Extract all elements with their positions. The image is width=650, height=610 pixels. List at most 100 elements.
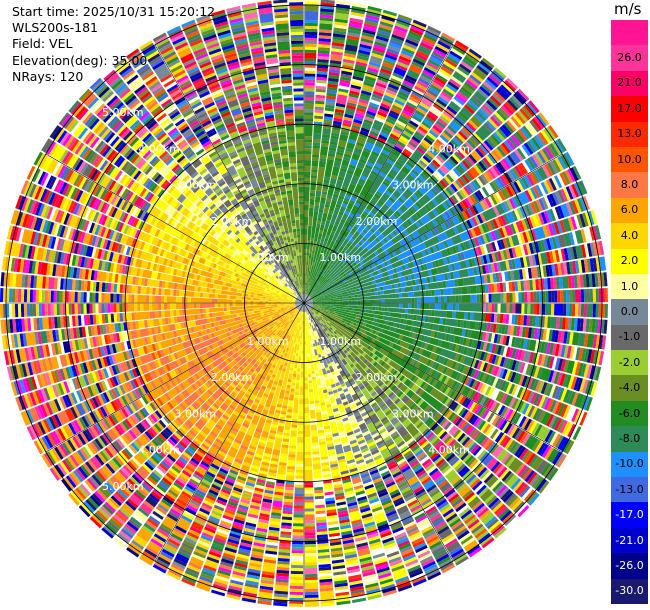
- velocity-gate: [399, 293, 402, 298]
- velocity-gate: [300, 342, 302, 345]
- velocity-gate: [304, 151, 311, 154]
- velocity-gate: [293, 374, 297, 377]
- velocity-gate: [304, 160, 311, 166]
- velocity-gate: [398, 288, 402, 293]
- velocity-gate: [305, 29, 318, 32]
- velocity-gate: [351, 306, 354, 309]
- velocity-gate: [443, 288, 452, 295]
- velocity-gate: [277, 398, 283, 405]
- velocity-gate: [402, 292, 408, 297]
- velocity-gate: [305, 592, 319, 595]
- velocity-gate: [405, 325, 412, 331]
- velocity-gate: [414, 309, 420, 315]
- velocity-gate: [297, 434, 303, 437]
- velocity-gate: [311, 371, 315, 374]
- velocity-gate: [305, 124, 313, 136]
- velocity-gate: [492, 293, 501, 302]
- velocity-gate: [288, 373, 292, 379]
- velocity-gate: [489, 304, 492, 313]
- velocity-gate: [292, 553, 304, 556]
- velocity-gate: [371, 288, 375, 292]
- velocity-gate: [312, 154, 319, 158]
- velocity-gate: [557, 290, 560, 302]
- velocity-gate: [554, 291, 557, 303]
- velocity-gate: [342, 307, 345, 309]
- velocity-gate: [304, 425, 310, 437]
- velocity-gate: [296, 467, 304, 470]
- velocity-gate: [304, 139, 312, 142]
- velocity-gate: [364, 303, 373, 306]
- velocity-gate: [464, 312, 468, 320]
- velocity-gate: [343, 301, 349, 303]
- velocity-gate: [530, 304, 533, 315]
- velocity-gate: [304, 217, 308, 226]
- velocity-gate: [290, 583, 303, 586]
- velocity-gate: [293, 523, 303, 526]
- velocity-gate: [428, 316, 435, 323]
- velocity-gate: [305, 91, 315, 94]
- velocity-gate: [305, 496, 314, 499]
- velocity-gate: [392, 273, 399, 279]
- velocity-gate: [305, 550, 317, 553]
- velocity-gate: [293, 353, 296, 356]
- velocity-gate: [527, 304, 530, 314]
- velocity-gate: [304, 243, 307, 249]
- velocity-gate: [294, 508, 304, 511]
- velocity-gate: [292, 547, 303, 550]
- velocity-gate: [515, 292, 518, 302]
- velocity-gate: [296, 374, 300, 380]
- velocity-gate: [305, 514, 315, 520]
- velocity-gate: [315, 196, 321, 203]
- velocity-gate: [551, 291, 554, 303]
- velocity-gate: [305, 574, 318, 577]
- velocity-gate: [294, 505, 304, 508]
- velocity-gate: [305, 47, 317, 50]
- velocity-gate: [305, 88, 315, 91]
- velocity-gate: [304, 437, 311, 452]
- velocity-gate: [349, 303, 358, 306]
- velocity-gate: [301, 368, 304, 371]
- velocity-gate: [289, 436, 296, 445]
- velocity-gate: [305, 109, 314, 112]
- velocity-gate: [305, 470, 313, 482]
- velocity-gate: [301, 354, 304, 363]
- velocity-gate: [417, 303, 420, 308]
- velocity-gate: [310, 181, 316, 190]
- velocity-gate: [536, 291, 539, 302]
- velocity-gate: [471, 294, 477, 302]
- velocity-gate: [463, 276, 476, 285]
- velocity-gate: [560, 290, 563, 302]
- velocity-gate: [369, 299, 375, 302]
- velocity-gate: [309, 389, 313, 392]
- velocity-gate: [305, 499, 314, 502]
- velocity-gate: [298, 425, 304, 431]
- velocity-gate: [407, 314, 414, 320]
- velocity-gate: [312, 445, 319, 448]
- velocity-gate: [296, 464, 304, 467]
- velocity-gate: [305, 562, 317, 565]
- velocity-gate: [322, 128, 331, 135]
- velocity-gate: [311, 430, 318, 436]
- velocity-gate: [363, 309, 369, 313]
- velocity-gate: [584, 289, 587, 302]
- velocity-gate: [288, 457, 295, 461]
- velocity-gate: [298, 431, 304, 434]
- velocity-gate: [289, 445, 296, 448]
- velocity-gate: [298, 341, 300, 344]
- velocity-gate: [305, 71, 316, 74]
- velocity-gate: [295, 383, 299, 389]
- velocity-gate: [456, 303, 459, 310]
- velocity-gate: [349, 301, 352, 303]
- velocity-gate: [305, 547, 316, 550]
- velocity-gate: [432, 324, 439, 331]
- velocity-gate: [581, 304, 584, 317]
- velocity-gate: [305, 76, 315, 79]
- velocity-gate: [296, 380, 300, 383]
- velocity-gate: [292, 544, 303, 547]
- velocity-gate: [262, 562, 275, 572]
- velocity-gate: [304, 407, 309, 413]
- velocity-gate: [305, 136, 313, 139]
- velocity-gate: [305, 100, 314, 103]
- velocity-gate: [305, 118, 314, 121]
- velocity-gate: [404, 314, 408, 319]
